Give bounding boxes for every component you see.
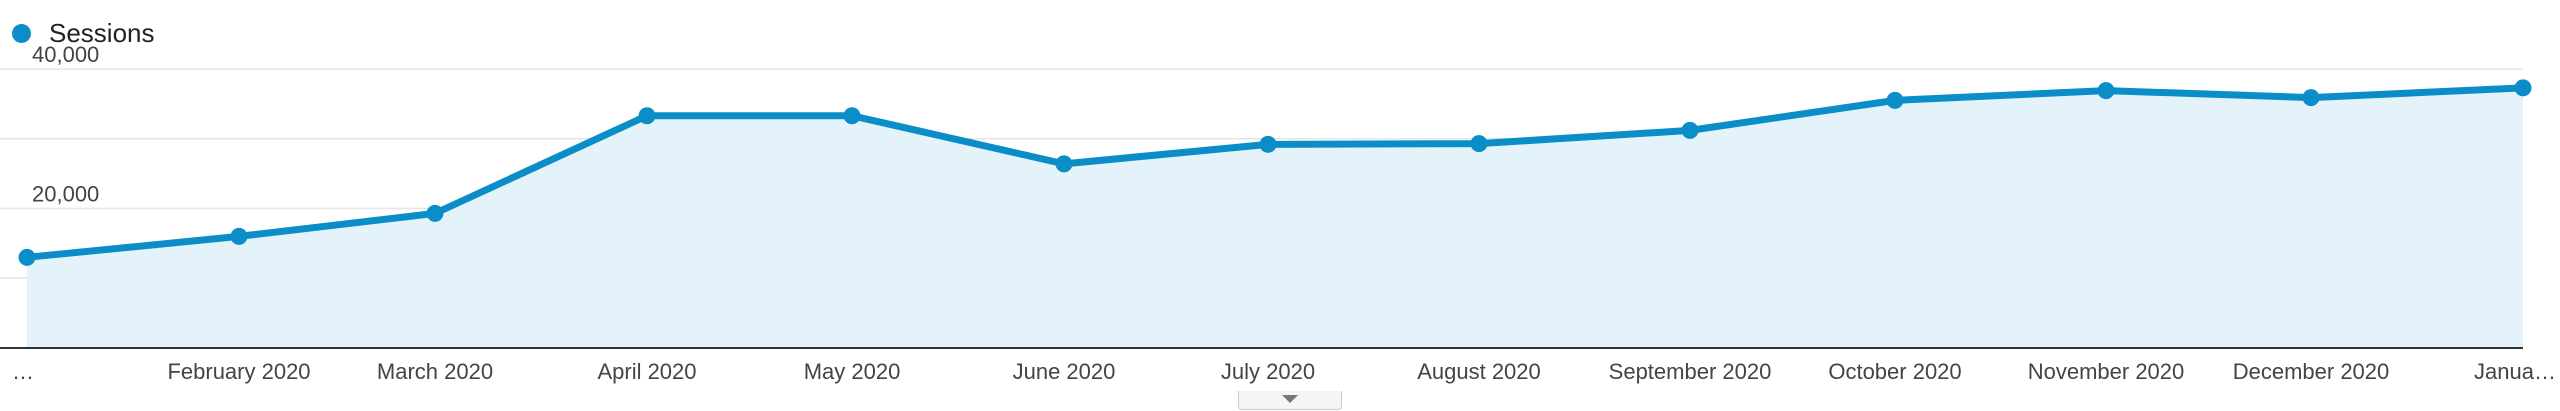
chevron-down-icon xyxy=(1282,395,1298,403)
x-tick-label-3: April 2020 xyxy=(597,359,696,384)
data-point-5[interactable] xyxy=(1055,155,1073,173)
x-tick-label-10: November 2020 xyxy=(2028,359,2185,384)
data-point-0[interactable] xyxy=(18,248,36,266)
data-point-2[interactable] xyxy=(426,204,444,222)
x-tick-label-2: March 2020 xyxy=(377,359,493,384)
data-point-6[interactable] xyxy=(1259,135,1277,153)
y-tick-label-1: 20,000 xyxy=(32,182,99,207)
data-point-1[interactable] xyxy=(230,227,248,245)
legend-marker xyxy=(12,24,31,43)
x-tick-label-12: Janua… xyxy=(2474,359,2556,384)
legend-label-sessions: Sessions xyxy=(49,18,155,48)
data-point-8[interactable] xyxy=(1681,121,1699,139)
data-points xyxy=(18,79,2532,266)
x-tick-label-5: June 2020 xyxy=(1013,359,1116,384)
area-sessions xyxy=(27,87,2523,349)
data-point-10[interactable] xyxy=(2097,82,2115,100)
data-point-3[interactable] xyxy=(638,107,656,125)
chart-legend: Sessions xyxy=(12,18,155,49)
x-tick-label-9: October 2020 xyxy=(1828,359,1961,384)
data-point-7[interactable] xyxy=(1470,135,1488,153)
y-axis-ticks: 40,000 20,000 xyxy=(32,42,99,207)
y-tick-label-0: 40,000 xyxy=(32,42,99,67)
x-tick-label-1: February 2020 xyxy=(167,359,310,384)
data-point-9[interactable] xyxy=(1886,91,1904,109)
data-point-11[interactable] xyxy=(2302,89,2320,107)
x-tick-label-7: August 2020 xyxy=(1417,359,1541,384)
x-tick-label-0: … xyxy=(12,359,34,384)
x-axis-ticks: … February 2020 March 2020 April 2020 May 20… xyxy=(12,359,2556,384)
x-tick-label-11: December 2020 xyxy=(2233,359,2390,384)
data-point-12[interactable] xyxy=(2514,79,2532,97)
x-tick-label-6: July 2020 xyxy=(1221,359,1315,384)
x-tick-label-4: May 2020 xyxy=(804,359,901,384)
data-point-4[interactable] xyxy=(843,107,861,125)
expand-handle[interactable] xyxy=(1238,391,1342,410)
area-fill xyxy=(27,87,2523,349)
x-tick-label-8: September 2020 xyxy=(1609,359,1772,384)
